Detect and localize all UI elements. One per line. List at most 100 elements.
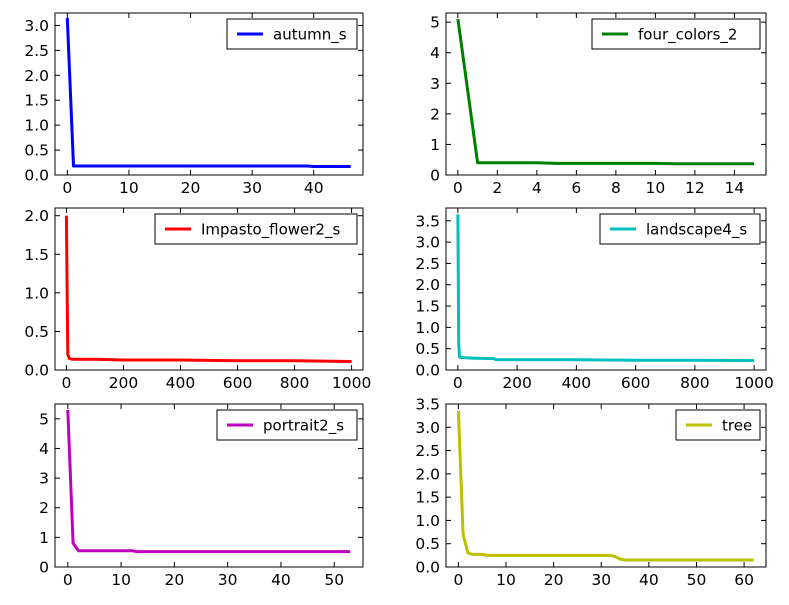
series-line-2-1: [456, 18, 755, 166]
axes-frame: [54, 207, 364, 371]
x-tick-label: 4: [532, 179, 542, 197]
legend-label: Impasto_flower2_s: [201, 221, 340, 240]
x-tick-label: 30: [242, 179, 262, 197]
series-line-1-1: [65, 17, 351, 168]
legend-label: autumn_s: [273, 26, 347, 45]
y-tick-label: 0.5: [415, 535, 440, 553]
y-tick-label: 1.0: [24, 284, 49, 302]
y-tick-label: 4: [39, 440, 49, 458]
x-tick-label: 0: [61, 374, 71, 392]
x-tick-label: 200: [502, 374, 532, 392]
subplot-3: 0 200 400 600 800 1000 0.0 0.5 1.0 1.5 2.0 Impasto_…: [24, 207, 371, 392]
x-tick-label: 20: [164, 571, 184, 589]
y-tick-label: 0.5: [24, 323, 49, 341]
axes-frame: [445, 207, 767, 371]
y-tick-label: 3.0: [24, 17, 49, 35]
x-tick-label: 14: [725, 179, 745, 197]
x-tick-label: 800: [280, 374, 310, 392]
x-tick-label: 0: [63, 571, 73, 589]
subplot-5: 0 10 20 30 40 50 0 1 2 3 4 5 portrait2_s: [39, 403, 364, 589]
y-tick-label: 0.5: [24, 142, 49, 160]
y-tick-label: 2.0: [415, 465, 440, 483]
x-tick-label: 40: [271, 571, 291, 589]
x-tick-label: 30: [218, 571, 238, 589]
x-tick-label: 1000: [332, 374, 371, 392]
y-tick-label: 0.0: [24, 167, 49, 185]
x-tick-label: 20: [544, 571, 564, 589]
x-tick-label: 2: [492, 179, 502, 197]
axes-frame: [445, 12, 767, 176]
x-tick-label: 40: [639, 571, 659, 589]
y-tick-label: 3.0: [415, 234, 440, 252]
x-tick-label: 600: [621, 374, 651, 392]
series-line-5-1: [66, 409, 351, 554]
y-tick-label: 0: [39, 559, 49, 577]
y-tick-label: 1: [39, 529, 49, 547]
y-tick-label: 0.0: [24, 362, 49, 380]
x-tick-label: 10: [111, 571, 131, 589]
y-tick-label: 1.5: [24, 246, 49, 264]
x-tick-label: 50: [687, 571, 707, 589]
series-line-4-1: [456, 214, 755, 363]
y-tick-label: 2.0: [415, 276, 440, 294]
axes-frame: [54, 12, 364, 176]
x-tick-label: 400: [562, 374, 592, 392]
y-tick-label: 3.0: [415, 419, 440, 437]
y-tick-label: 5: [430, 14, 440, 32]
x-tick-label: 0: [62, 179, 72, 197]
y-tick-label: 2.0: [24, 207, 49, 225]
legend-label: tree: [722, 417, 752, 435]
x-tick-label: 10: [646, 179, 666, 197]
y-tick-label: 2: [430, 105, 440, 123]
x-tick-label: 8: [611, 179, 621, 197]
x-tick-label: 1000: [734, 374, 773, 392]
x-tick-label: 600: [223, 374, 253, 392]
y-tick-label: 5: [39, 410, 49, 428]
subplot-6: 0 10 20 30 40 50 60 0.0 0.5 1.0 1.5 2.0 2.5 3.0 3.5 tre…: [415, 396, 767, 589]
y-tick-label: 1.5: [24, 92, 49, 110]
x-tick-label: 800: [680, 374, 710, 392]
x-tick-label: 0: [453, 179, 463, 197]
legend-label: portrait2_s: [263, 417, 344, 436]
y-tick-label: 1.0: [415, 512, 440, 530]
x-tick-label: 40: [304, 179, 324, 197]
y-tick-label: 0: [430, 167, 440, 185]
legend-label: four_colors_2: [638, 26, 737, 45]
y-tick-label: 1: [430, 136, 440, 154]
y-tick-label: 4: [430, 44, 440, 62]
y-tick-label: 3.5: [415, 396, 440, 414]
x-tick-label: 20: [181, 179, 201, 197]
x-tick-label: 30: [591, 571, 611, 589]
axes-frame: [54, 403, 364, 568]
subplot-4: 0 200 400 600 800 1000 0.0 0.5 1.0 1.5 2.0 2.5 3.0 3.…: [415, 207, 774, 392]
series-line-3-1: [64, 215, 352, 363]
series-line-6-1: [456, 410, 754, 562]
x-tick-label: 12: [685, 179, 705, 197]
axes-frame: [445, 403, 767, 568]
y-tick-label: 2: [39, 499, 49, 517]
y-tick-label: 0.0: [415, 559, 440, 577]
y-tick-label: 1.0: [415, 319, 440, 337]
y-tick-label: 0.5: [415, 340, 440, 358]
x-tick-label: 50: [324, 571, 344, 589]
y-tick-label: 2.0: [24, 67, 49, 85]
x-tick-label: 6: [571, 179, 581, 197]
x-tick-label: 10: [496, 571, 516, 589]
y-tick-label: 2.5: [415, 255, 440, 273]
y-tick-label: 1.5: [415, 298, 440, 316]
subplot-1: 0 10 20 30 40 0.0 0.5 1.0 1.5 2.0 2.5 3.0 autumn_s: [24, 12, 364, 197]
y-tick-label: 3: [430, 75, 440, 93]
x-tick-label: 200: [109, 374, 139, 392]
y-tick-label: 1.0: [24, 117, 49, 135]
y-tick-label: 2.5: [415, 442, 440, 460]
x-tick-label: 10: [119, 179, 139, 197]
y-tick-label: 0.0: [415, 362, 440, 380]
y-tick-label: 1.5: [415, 489, 440, 507]
y-tick-label: 3.5: [415, 212, 440, 230]
y-tick-label: 3: [39, 470, 49, 488]
x-tick-label: 400: [166, 374, 196, 392]
legend-label: landscape4_s: [646, 221, 747, 240]
x-tick-label: 0: [453, 571, 463, 589]
